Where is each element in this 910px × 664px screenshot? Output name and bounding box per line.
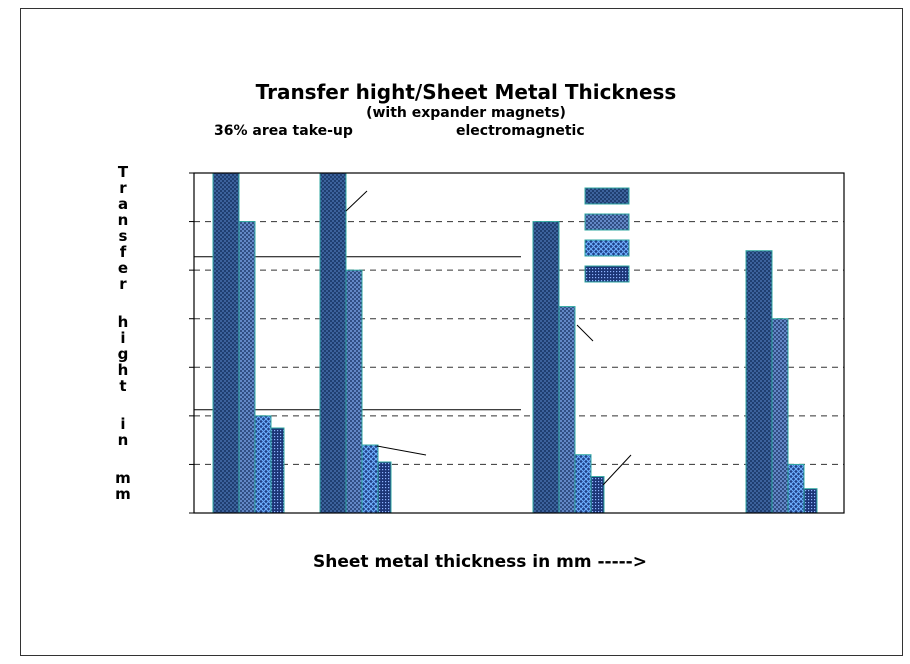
legend-swatch: [584, 239, 630, 257]
y-axis-label-char: t: [119, 377, 126, 395]
legend: [584, 187, 630, 283]
y-axis-label-char: n: [118, 211, 129, 229]
bar-pm-40: [361, 444, 379, 514]
legend-swatch: [584, 187, 630, 205]
y-axis-label-char: a: [118, 195, 128, 213]
annotations: [345, 190, 632, 486]
y-axis-label-char: m: [115, 485, 131, 503]
leader-line-10a: [345, 190, 368, 212]
y-axis-label-char: h: [118, 313, 129, 331]
y-axis-label-char: r: [119, 275, 127, 293]
y-axis-label-char: i: [120, 415, 125, 433]
bar-pm-40: [787, 463, 805, 514]
y-axis-label-char: T: [118, 163, 129, 181]
leader-line-pm40: [376, 445, 427, 456]
chart-title: Transfer hight/Sheet Metal Thickness: [256, 80, 677, 104]
x-axis-label: Sheet metal thickness in mm ----->: [313, 552, 647, 572]
legend-swatch: [584, 265, 630, 283]
bar-pm-20: [803, 488, 818, 514]
bar-chart: Transfer hight/Sheet Metal Thickness (wi…: [115, 80, 845, 572]
bars: [212, 172, 818, 514]
bar-without-expander: [238, 221, 256, 514]
bar-with-expander: [319, 172, 347, 514]
bar-with-expander: [212, 172, 240, 514]
legend-swatch: [584, 213, 630, 231]
bar-pm-40: [254, 415, 272, 514]
note-electromagnetic: electromagnetic: [456, 123, 585, 139]
bar-with-expander: [745, 250, 773, 514]
plot-area-border: [193, 172, 845, 514]
y-axis-label-char: g: [118, 345, 129, 363]
chart-subtitle: (with expander magnets): [366, 105, 566, 121]
y-axis-label-char: m: [115, 469, 131, 487]
bar-with-expander: [532, 221, 560, 514]
y-axis-label-char: f: [120, 243, 127, 261]
y-axis-label-char: i: [120, 329, 125, 347]
y-axis-label-char: h: [118, 361, 129, 379]
note-area-take-up: 36% area take-up: [214, 123, 353, 139]
y-axis-ticks: [189, 172, 194, 514]
bar-pm-20: [590, 476, 605, 514]
bar-without-expander: [345, 269, 363, 514]
bar-without-expander: [771, 318, 789, 514]
y-axis-label-char: s: [119, 227, 128, 245]
grid-lines: [194, 221, 844, 465]
y-axis-label-char: r: [119, 179, 127, 197]
bar-pm-40: [574, 454, 592, 514]
bar-pm-20: [377, 461, 392, 514]
leader-line-pm20: [602, 454, 632, 486]
y-axis-label-char: n: [118, 431, 129, 449]
bar-without-expander: [558, 306, 576, 514]
chart-frame: Transfer hight/Sheet Metal Thickness (wi…: [20, 8, 903, 656]
y-axis-label-char: e: [118, 259, 128, 277]
bar-pm-20: [270, 427, 285, 514]
leader-line-without: [576, 324, 594, 342]
